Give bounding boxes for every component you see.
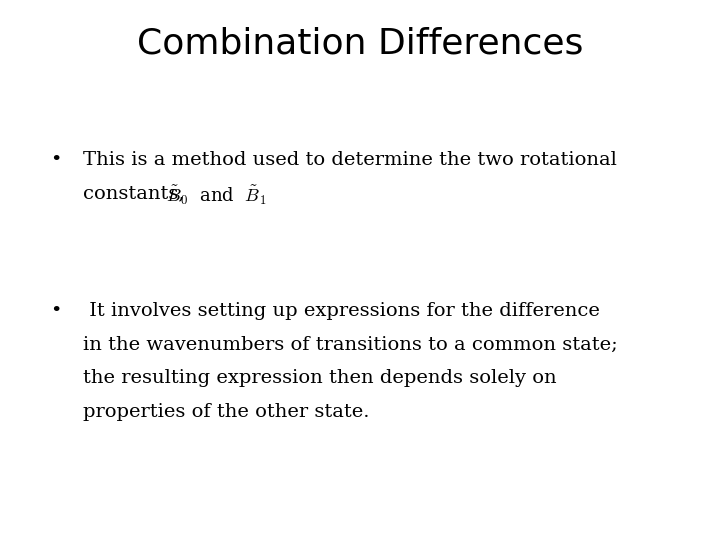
Text: Combination Differences: Combination Differences bbox=[137, 27, 583, 61]
Text: constants,: constants, bbox=[83, 185, 184, 202]
Text: It involves setting up expressions for the difference: It involves setting up expressions for t… bbox=[83, 302, 600, 320]
Text: properties of the other state.: properties of the other state. bbox=[83, 403, 369, 421]
Text: •: • bbox=[50, 151, 62, 169]
Text: This is a method used to determine the two rotational: This is a method used to determine the t… bbox=[83, 151, 616, 169]
Text: •: • bbox=[50, 302, 62, 320]
Text: $\tilde{B}_0$  and  $\tilde{B}_1$: $\tilde{B}_0$ and $\tilde{B}_1$ bbox=[166, 184, 266, 207]
Text: in the wavenumbers of transitions to a common state;: in the wavenumbers of transitions to a c… bbox=[83, 336, 618, 354]
Text: the resulting expression then depends solely on: the resulting expression then depends so… bbox=[83, 369, 557, 387]
